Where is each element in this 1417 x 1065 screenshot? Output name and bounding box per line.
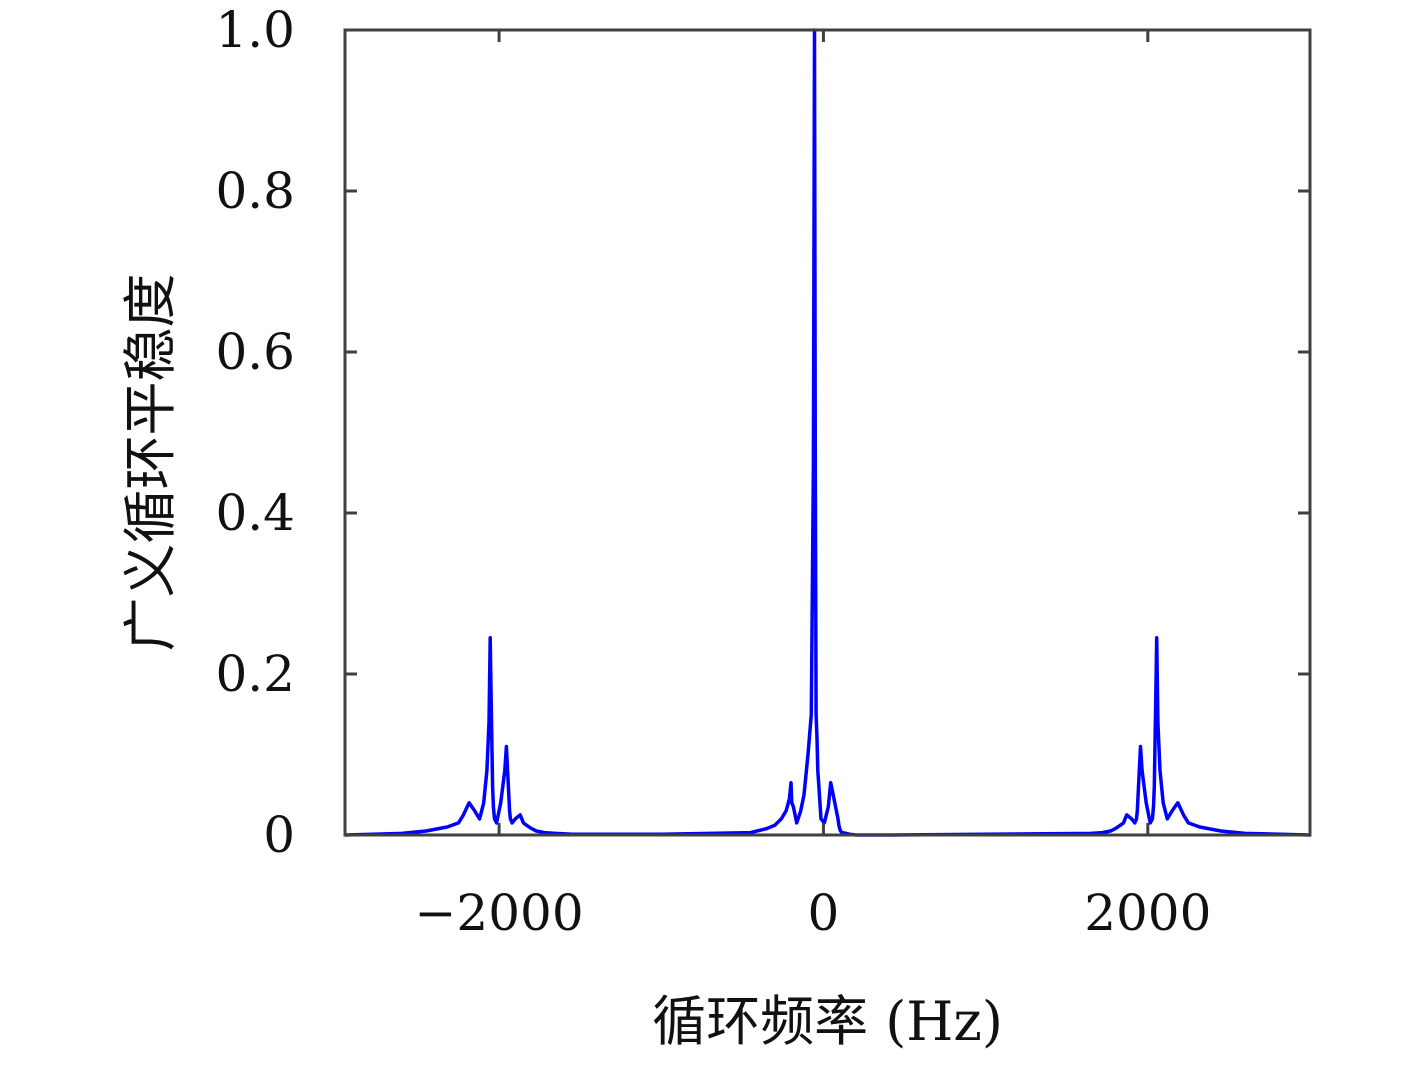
plot-area [344, 28, 1311, 837]
x-axis-label: 循环频率 (Hz) [652, 990, 1003, 1053]
y-tick-label: 1.0 [215, 1, 295, 59]
x-axis-ticks: −2000 0 2000 [415, 30, 1211, 942]
x-tick-label: 0 [808, 884, 840, 942]
y-tick-label: 0 [263, 806, 295, 864]
y-tick-label: 0.6 [215, 323, 295, 381]
y-tick-label: 0.8 [215, 162, 295, 220]
y-axis-label: 广义循环平稳度 [119, 274, 182, 652]
y-axis-ticks: 0 0.2 0.4 0.6 0.8 1.0 [215, 1, 1310, 864]
x-tick-label: −2000 [415, 884, 584, 942]
y-tick-label: 0.2 [215, 645, 295, 703]
y-tick-label: 0.4 [215, 484, 295, 542]
series-line-0 [344, 28, 1311, 837]
plot-frame [343, 28, 1312, 837]
x-tick-label: 2000 [1084, 884, 1211, 942]
